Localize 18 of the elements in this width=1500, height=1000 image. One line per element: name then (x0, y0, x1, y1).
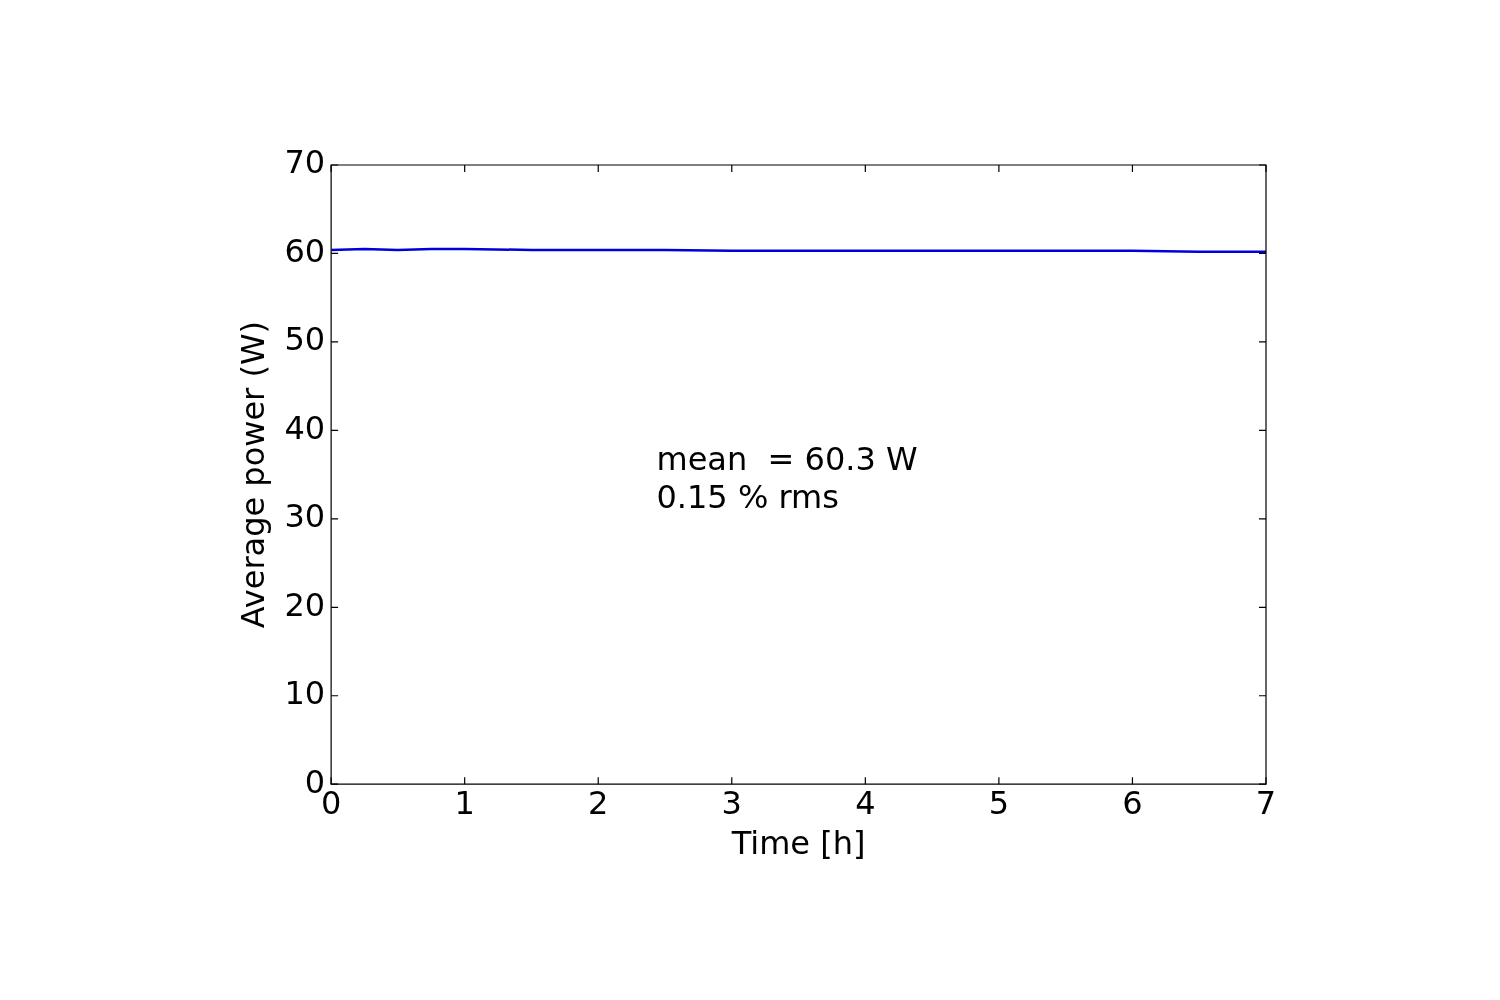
y-tick-label: 30 (284, 497, 326, 536)
y-tick-label: 20 (284, 585, 326, 624)
y-tick-label: 40 (284, 408, 326, 447)
annotation: mean = 60.3 W (656, 440, 918, 479)
x-tick-label: 7 (1255, 783, 1277, 822)
x-tick-label: 3 (721, 783, 742, 822)
y-tick-label: 50 (284, 320, 326, 359)
y-tick-label: 60 (284, 231, 326, 270)
x-tick-label: 1 (454, 783, 475, 822)
x-tick-label: 5 (988, 783, 1010, 822)
x-tick-label: 6 (1122, 783, 1143, 822)
y-tick-label: 70 (284, 143, 326, 182)
x-axis-title: Time [h] (730, 824, 866, 863)
x-tick-label: 2 (588, 783, 609, 822)
annotation: 0.15 % rms (656, 478, 839, 517)
y-tick-label: 10 (284, 674, 326, 713)
x-tick-label: 4 (855, 783, 876, 822)
y-axis-title: Average power (W) (233, 320, 272, 629)
